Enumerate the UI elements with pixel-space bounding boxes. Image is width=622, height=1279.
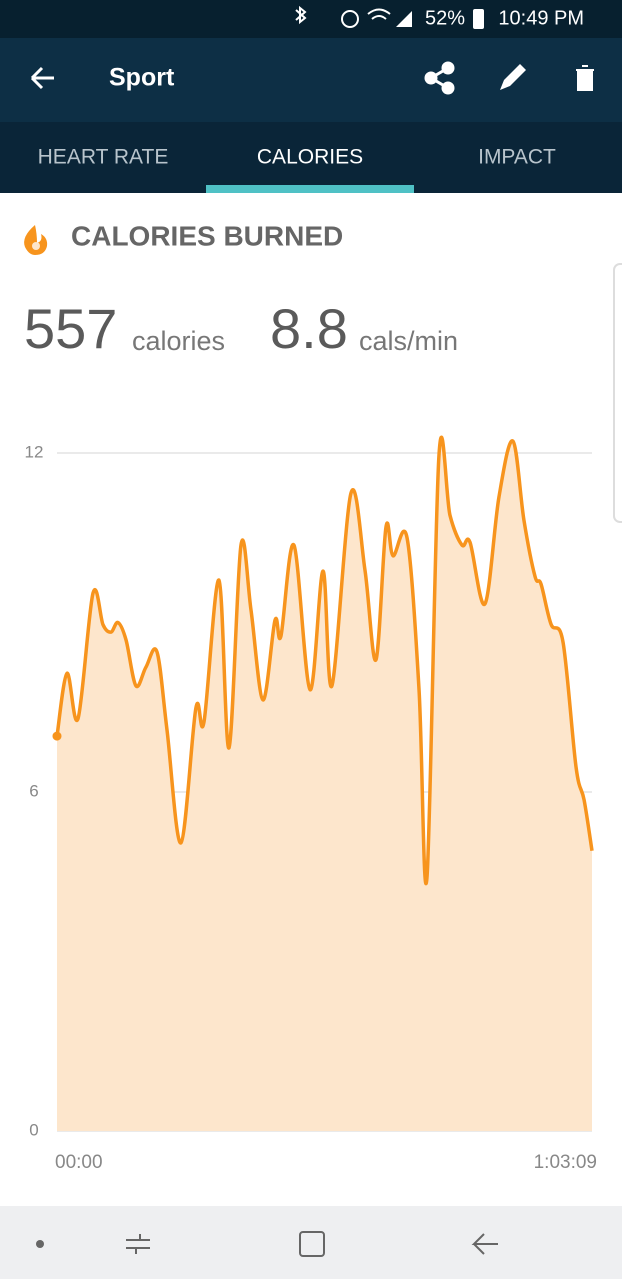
nav-bar — [0, 1206, 622, 1279]
chart: 0 6 12 00:00 1:03:09 — [25, 435, 597, 1173]
line — [55, 435, 594, 886]
back-button[interactable] — [30, 66, 54, 90]
stat-unit: cals/min — [359, 326, 458, 356]
nav-recents[interactable] — [126, 1234, 150, 1254]
flame-icon — [24, 225, 48, 255]
start-point — [52, 731, 62, 741]
nav-dot — [36, 1240, 44, 1248]
share-button[interactable] — [424, 61, 455, 95]
nav-back[interactable] — [471, 1233, 498, 1255]
tab[interactable]: IMPACT — [478, 146, 556, 169]
section-title: CALORIES BURNED — [71, 220, 343, 251]
stat-unit: calories — [132, 326, 225, 356]
y-tick-label: 6 — [29, 781, 38, 800]
nav-home[interactable] — [299, 1231, 325, 1257]
battery-text: 52% — [425, 7, 465, 29]
battery-icon — [473, 9, 484, 29]
edit-button[interactable] — [500, 64, 526, 90]
y-tick-label: 0 — [29, 1120, 38, 1139]
x-tick-label: 00:00 — [55, 1152, 103, 1173]
stat-value: 8.8 — [270, 297, 348, 360]
app-bar — [0, 38, 622, 122]
delete-button[interactable] — [576, 65, 594, 91]
stat-value: 557 — [24, 297, 117, 360]
area — [57, 437, 592, 1131]
x-tick-label: 1:03:09 — [534, 1152, 597, 1173]
app-title: Sport — [109, 64, 175, 92]
scroll-handle — [613, 263, 622, 523]
clock: 10:49 PM — [498, 7, 584, 29]
y-tick-label: 12 — [25, 442, 44, 461]
tab[interactable]: HEART RATE — [38, 146, 169, 169]
flame-core — [32, 242, 40, 250]
status-icons — [295, 5, 412, 28]
tab-active[interactable]: CALORIES — [257, 146, 363, 169]
tab-indicator — [206, 185, 414, 193]
status-bar — [0, 0, 622, 38]
tab-bar — [0, 122, 622, 193]
